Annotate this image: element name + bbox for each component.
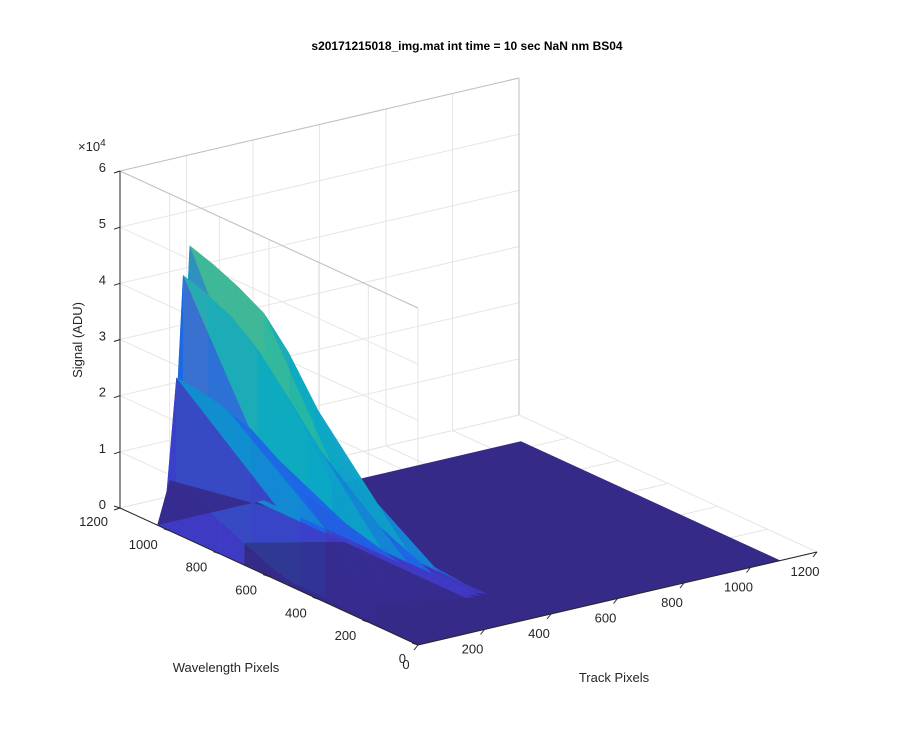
y-tick-label: 1200 (79, 514, 108, 529)
ridge-segment (269, 565, 294, 588)
x-tick (413, 644, 419, 651)
y-tick-label: 0 (399, 651, 406, 666)
x-tick-label: 1200 (791, 564, 820, 579)
y-tick (262, 574, 270, 577)
x-tick-label: 0 (402, 657, 409, 672)
x-tick (812, 551, 818, 558)
x-tick-label: 1000 (724, 580, 753, 595)
z-tick-label: 5 (99, 216, 106, 231)
surface-layer (157, 245, 538, 645)
y-tick (312, 596, 319, 600)
box-edge (119, 170, 419, 309)
x-tick-label: 200 (462, 642, 484, 657)
ridge-falloff (183, 275, 308, 516)
x-tick-label: 400 (528, 626, 550, 641)
y-tick-label: 600 (235, 583, 257, 598)
y-tick (411, 642, 419, 646)
box-edge (119, 77, 520, 172)
ridge-strip (157, 480, 518, 645)
x-tick-label: 800 (661, 595, 683, 610)
x-tick (480, 629, 485, 635)
z-exponent-power: 4 (100, 138, 106, 149)
y-tick (213, 551, 220, 555)
ridge-falloff (244, 541, 369, 566)
ridge-falloff (318, 576, 444, 611)
z-tick (113, 282, 121, 286)
ridge-falloff (269, 553, 394, 584)
y-tick-label: 400 (285, 605, 307, 620)
y-tick-label: 200 (335, 628, 357, 643)
ridge-falloff (232, 317, 358, 539)
left-wall-grid-line (119, 226, 419, 365)
ridge-falloff (393, 610, 518, 645)
ridge-falloff (368, 598, 493, 634)
y-tick-label: 1000 (129, 537, 158, 552)
ridge-falloff (207, 294, 333, 528)
z-tick (113, 451, 121, 455)
ridge-falloff (157, 480, 270, 526)
ridge-falloff (343, 587, 469, 623)
ridge-falloff (176, 377, 301, 518)
ridge-falloff (264, 313, 389, 549)
y-tick (113, 505, 121, 509)
z-tick (113, 507, 121, 511)
z-exponent-base: ×10 (78, 139, 100, 154)
z-tick (113, 395, 121, 399)
x-axis-label: Track Pixels (579, 670, 650, 685)
x-tick (546, 613, 552, 620)
ridge-falloff (293, 564, 419, 599)
ridge-falloff (219, 520, 344, 543)
ridge-segment (219, 520, 245, 566)
z-axis-label: Signal (ADU) (70, 302, 85, 378)
tick-layer: 0200400600800100012000200400600800100012… (79, 160, 819, 672)
z-tick (113, 226, 121, 230)
z-tick-label: 4 (99, 272, 106, 287)
ridge-falloff (325, 530, 450, 586)
z-tick-label: 3 (99, 329, 106, 344)
ridge-segment (244, 542, 269, 577)
x-tick (613, 598, 618, 604)
ridge-falloff (226, 408, 351, 541)
floor-grid-line (518, 414, 818, 553)
back-wall-grid-line (119, 133, 520, 228)
ridge-segment (293, 583, 319, 600)
z-tick-label: 6 (99, 160, 106, 175)
z-tick-label: 2 (99, 385, 106, 400)
back-wall-grid-line (119, 189, 520, 284)
ridge-falloff (201, 391, 326, 529)
y-tick (362, 619, 369, 623)
y-tick (163, 528, 170, 532)
x-tick-label: 600 (595, 611, 617, 626)
chart-title: s20171215018_img.mat int time = 10 sec N… (311, 39, 623, 53)
x-tick (746, 567, 751, 573)
ridge-falloff (257, 348, 382, 551)
z-tick (113, 339, 121, 342)
x-tick (679, 582, 685, 589)
z-tick (113, 170, 121, 174)
z-tick-label: 0 (99, 497, 106, 512)
y-tick-label: 800 (186, 560, 208, 575)
y-axis-label: Wavelength Pixels (173, 660, 280, 675)
z-exponent-label: ×104 (78, 138, 106, 154)
z-tick-label: 1 (99, 441, 106, 456)
